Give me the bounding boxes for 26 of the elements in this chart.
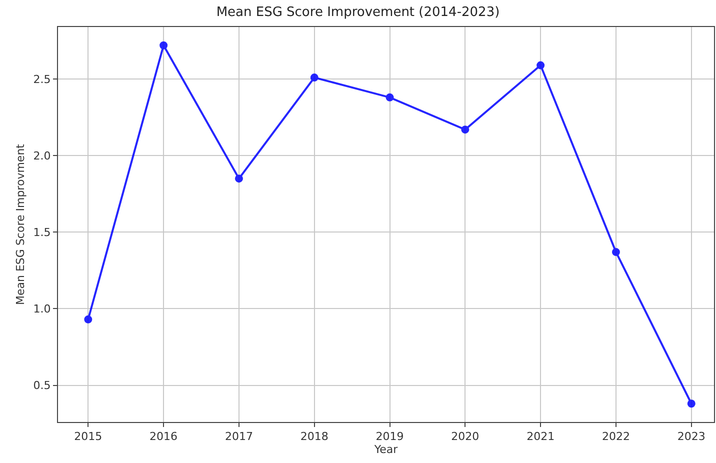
- x-axis-title: Year: [373, 443, 398, 456]
- point: [612, 248, 620, 256]
- x-tick-label: 2022: [602, 430, 630, 444]
- x-tick-label: 2023: [677, 430, 706, 444]
- point: [386, 93, 394, 102]
- x-tick-label: 2018: [300, 430, 328, 444]
- point: [84, 315, 92, 324]
- y-tick-label: 2.0: [33, 149, 51, 162]
- y-tick-label: 1.0: [33, 302, 51, 316]
- y-tick-label: 0.5: [33, 379, 51, 392]
- chart-title: Mean ESG Score Improvement (2014-2023): [216, 5, 500, 20]
- point: [160, 41, 168, 50]
- point: [234, 174, 243, 183]
- point: [461, 126, 470, 134]
- x-tick-label: 2015: [74, 430, 102, 444]
- point: [536, 61, 545, 70]
- y-tick-label: 2.5: [33, 72, 51, 86]
- y-tick-label: 1.5: [33, 226, 51, 240]
- point: [310, 74, 318, 82]
- x-tick-label: 2020: [451, 430, 480, 444]
- point: [687, 400, 696, 408]
- x-tick-label: 2019: [376, 430, 404, 444]
- x-tick-label: 2016: [150, 430, 178, 444]
- y-axis-title: Mean ESG Score Improvment: [14, 143, 27, 305]
- x-tick-label: 2021: [526, 430, 555, 444]
- x-tick-label: 2017: [224, 430, 253, 444]
